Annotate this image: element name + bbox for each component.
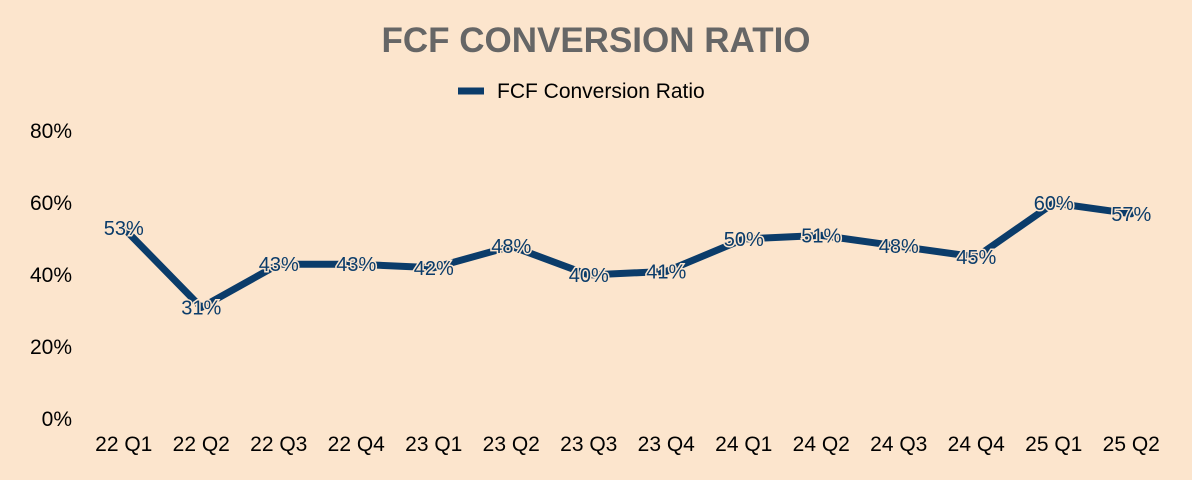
data-point xyxy=(973,254,980,260)
x-tick-label: 24 Q4 xyxy=(948,433,1006,456)
y-tick-label: 40% xyxy=(30,264,72,287)
x-tick-label: 24 Q3 xyxy=(870,433,927,456)
data-label: 42% xyxy=(414,258,454,280)
data-label: 41% xyxy=(646,261,686,283)
data-label: 48% xyxy=(879,236,919,258)
data-label: 57% xyxy=(1111,204,1151,226)
data-point xyxy=(120,225,127,232)
x-tick-label: 23 Q3 xyxy=(560,433,617,456)
data-point xyxy=(585,272,592,278)
x-tick-label: 23 Q2 xyxy=(483,433,540,456)
x-tick-label: 25 Q1 xyxy=(1025,433,1082,456)
data-label: 60% xyxy=(1034,193,1074,215)
y-axis-ticks: 0% 20% 40% 60% 80% xyxy=(30,120,72,431)
y-tick-label: 20% xyxy=(30,336,72,359)
x-tick-label: 23 Q4 xyxy=(638,433,696,456)
data-point xyxy=(198,304,205,311)
data-point xyxy=(895,243,902,250)
data-label: 43% xyxy=(336,254,376,276)
data-point xyxy=(1128,210,1135,217)
y-tick-label: 80% xyxy=(30,120,72,143)
y-tick-label: 0% xyxy=(42,408,72,431)
series-line xyxy=(120,199,1135,311)
data-label: 48% xyxy=(491,236,531,258)
x-tick-label: 22 Q4 xyxy=(328,433,386,456)
data-point xyxy=(818,232,825,239)
x-tick-label: 23 Q1 xyxy=(405,433,462,456)
data-label: 51% xyxy=(801,225,841,247)
data-point xyxy=(663,268,670,275)
data-label: 43% xyxy=(259,254,299,276)
x-tick-label: 22 Q3 xyxy=(250,433,307,456)
data-point xyxy=(275,261,282,268)
series-group xyxy=(120,199,1135,311)
data-label: 53% xyxy=(104,218,144,240)
data-label: 31% xyxy=(181,297,221,319)
data-point xyxy=(430,264,437,271)
x-tick-label: 25 Q2 xyxy=(1103,433,1160,456)
data-point xyxy=(1050,200,1057,206)
data-labels: 53% 31% 43% 43% 42% 48% 40% 41% 50% 51% 48% 45% 60% 5… xyxy=(102,192,1153,321)
x-axis-ticks: 22 Q1 22 Q2 22 Q3 22 Q4 23 Q1 23 Q2 23 Q3 23 Q4… xyxy=(95,433,1160,456)
x-tick-label: 24 Q1 xyxy=(715,433,772,456)
x-tick-label: 22 Q2 xyxy=(173,433,230,456)
y-tick-label: 60% xyxy=(30,192,72,215)
data-point xyxy=(740,236,747,242)
chart-title: FCF CONVERSION RATIO xyxy=(381,21,810,60)
x-tick-label: 22 Q1 xyxy=(95,433,152,456)
data-label: 45% xyxy=(956,247,996,269)
x-tick-label: 24 Q2 xyxy=(793,433,850,456)
data-point xyxy=(508,243,515,250)
data-point xyxy=(353,261,360,268)
data-label: 40% xyxy=(569,265,609,287)
data-label: 50% xyxy=(724,229,764,251)
legend-label: FCF Conversion Ratio xyxy=(497,80,705,103)
legend: FCF Conversion Ratio xyxy=(458,80,705,103)
